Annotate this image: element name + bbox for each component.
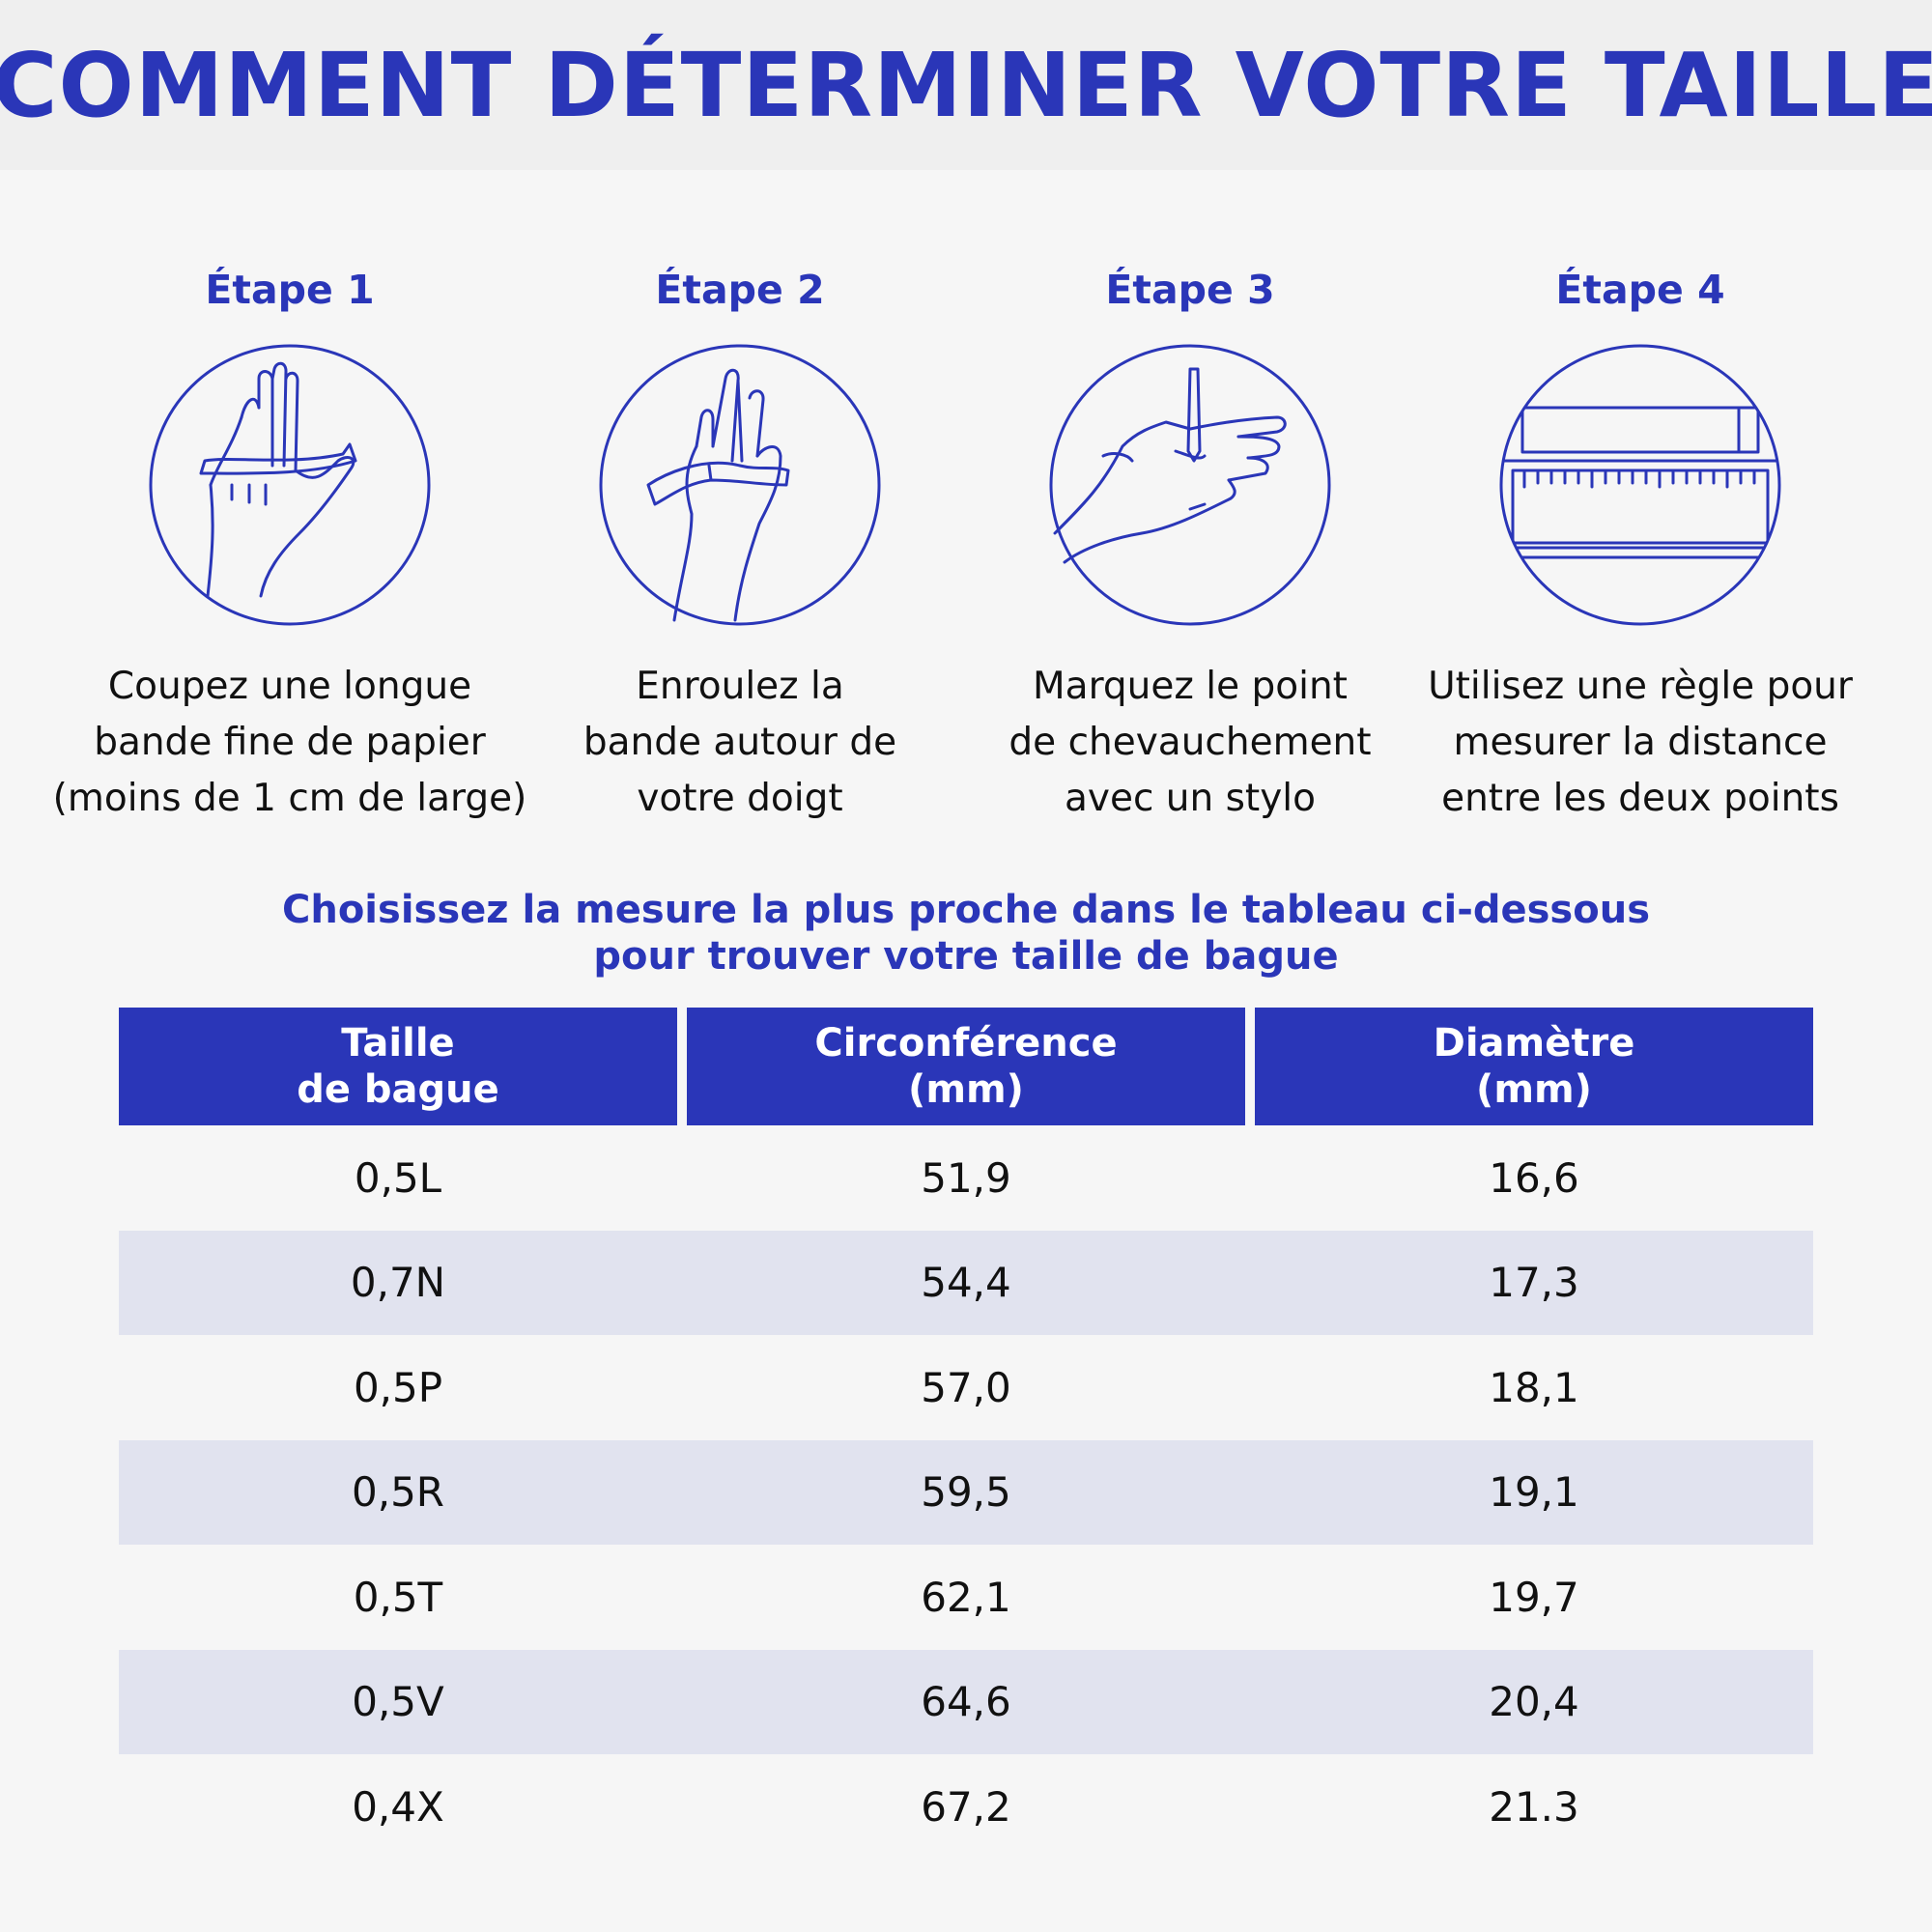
cell-ring-size: 0,5R	[352, 1468, 444, 1517]
ruler-icon	[1499, 344, 1781, 626]
step-title: Étape 4	[1555, 267, 1725, 313]
step-description: Enroulez la bande autour de votre doigt	[582, 665, 897, 820]
table-header-row: Taille de bague Circonférence (mm) Diamè…	[119, 1008, 1813, 1125]
table-row: 0,5P 57,0 18,1	[119, 1335, 1813, 1440]
step-title: Étape 3	[1105, 267, 1275, 313]
page-title: COMMENT DÉTERMINER VOTRE TAILLE	[0, 33, 1932, 137]
cell-diameter: 17,3	[1489, 1259, 1579, 1307]
table-row: 0,5R 59,5 19,1	[119, 1439, 1813, 1545]
cell-circumference: 54,4	[921, 1259, 1011, 1307]
cell-circumference: 67,2	[921, 1782, 1011, 1831]
step-description: Coupez une longue bande fine de papier (…	[52, 665, 527, 820]
table-row: 0,5L 51,9 16,6	[119, 1125, 1813, 1231]
step-1: Étape 1 Coupez une longue bande fine de …	[48, 261, 531, 827]
cell-circumference: 59,5	[921, 1468, 1011, 1517]
cell-diameter: 18,1	[1489, 1363, 1579, 1411]
cell-diameter: 20,4	[1489, 1678, 1579, 1726]
cell-ring-size: 0,5V	[352, 1678, 444, 1726]
step-description: Utilisez une règle pour mesurer la dista…	[1428, 665, 1853, 820]
table-row: 0,7N 54,4 17,3	[119, 1230, 1813, 1335]
cell-ring-size: 0,7N	[350, 1259, 446, 1307]
hand-pen-mark-icon	[1049, 344, 1331, 626]
ring-size-table: Taille de bague Circonférence (mm) Diamè…	[119, 1008, 1813, 1860]
cell-circumference: 51,9	[921, 1153, 1011, 1202]
cell-ring-size: 0,5T	[353, 1573, 443, 1621]
cell-diameter: 21.3	[1489, 1782, 1579, 1831]
cell-ring-size: 0,5L	[354, 1153, 442, 1202]
step-title: Étape 2	[655, 267, 825, 313]
cell-circumference: 62,1	[921, 1573, 1011, 1621]
table-row: 0,5V 64,6 20,4	[119, 1649, 1813, 1754]
cell-diameter: 16,6	[1489, 1153, 1579, 1202]
page-header: COMMENT DÉTERMINER VOTRE TAILLE	[0, 0, 1932, 170]
step-3: Étape 3 Marquez le point de chevauchemen…	[949, 261, 1432, 827]
hand-paper-strip-icon	[149, 344, 431, 626]
table-instruction: Choisissez la mesure la plus proche dans…	[281, 888, 1650, 979]
table-row: 0,4X 67,2 21.3	[119, 1754, 1813, 1860]
cell-circumference: 64,6	[921, 1678, 1011, 1726]
step-2: Étape 2 Enroulez la bande autour de votr…	[498, 261, 981, 827]
step-description: Marquez le point de chevauchement avec u…	[1009, 665, 1372, 820]
header-diameter: Diamètre (mm)	[1255, 1008, 1813, 1125]
cell-circumference: 57,0	[921, 1363, 1011, 1411]
hand-wrap-finger-icon	[599, 344, 881, 626]
header-circumference: Circonférence (mm)	[687, 1008, 1245, 1125]
steps-section: Étape 1 Coupez une longue bande fine de …	[0, 261, 1932, 840]
cell-ring-size: 0,4X	[352, 1782, 444, 1831]
cell-diameter: 19,7	[1489, 1573, 1579, 1621]
cell-ring-size: 0,5P	[353, 1363, 443, 1411]
header-ring-size: Taille de bague	[119, 1008, 677, 1125]
table-row: 0,5T 62,1 19,7	[119, 1545, 1813, 1650]
cell-diameter: 19,1	[1489, 1468, 1579, 1517]
step-4: Étape 4	[1399, 261, 1882, 827]
step-title: Étape 1	[205, 267, 375, 313]
